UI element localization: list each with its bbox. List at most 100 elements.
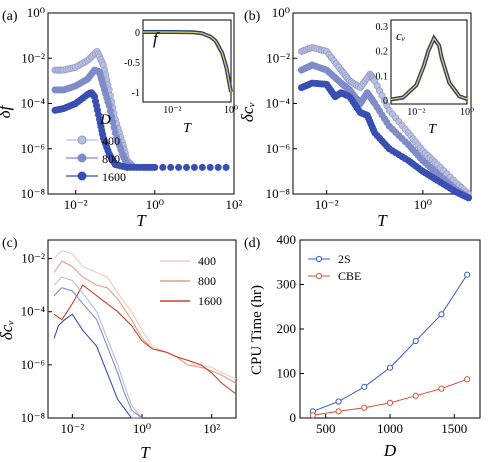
data-point bbox=[309, 412, 316, 419]
panel-b: (b) 10⁻² 10⁰ 10⁻⁸ 10⁻⁶ 10⁻⁴ 10⁻² 10⁰ δcᵥ T 10⁻… bbox=[238, 5, 474, 230]
legend-label: 2S bbox=[338, 252, 351, 266]
series-1600 bbox=[297, 79, 473, 202]
data-point bbox=[438, 385, 445, 392]
y-tick-label: 200 bbox=[277, 321, 297, 336]
data-point bbox=[151, 163, 159, 171]
data-point bbox=[361, 404, 368, 411]
inset-x-tick-label: 10⁰ bbox=[224, 105, 238, 116]
inset-y-tick-label: -0.5 bbox=[124, 58, 140, 69]
series-800 bbox=[51, 66, 137, 171]
legend-label: 800 bbox=[102, 152, 120, 166]
legend-marker bbox=[77, 171, 87, 181]
legend-label: 1600 bbox=[102, 170, 126, 184]
data-point bbox=[183, 163, 191, 171]
y-tick-label: 10⁻⁶ bbox=[266, 141, 290, 156]
panel-a-inset-xlabel: T bbox=[183, 121, 192, 136]
x-tick-label: 10⁻² bbox=[60, 421, 84, 436]
panel-b-inset-label: cᵥ bbox=[396, 28, 406, 43]
series-line-400 bbox=[53, 249, 237, 380]
data-point bbox=[159, 163, 167, 171]
inset-y-tick-label: 0.1 bbox=[376, 71, 389, 82]
panel-a: (a) 10⁻² 10⁰ 10² 10⁻⁸ 10⁻⁶ 10⁻⁴ 10⁻² 10⁰ δf T 1… bbox=[0, 5, 243, 230]
y-tick-label: 10⁻⁸ bbox=[266, 186, 291, 201]
data-point bbox=[412, 392, 419, 399]
data-point bbox=[386, 364, 394, 371]
x-tick-label: 10⁻² bbox=[64, 197, 88, 212]
y-tick-label: 10⁻² bbox=[266, 50, 290, 65]
panel-c-ylabel: δcᵥ bbox=[0, 320, 16, 340]
data-point bbox=[386, 399, 394, 406]
y-tick-label: 10⁰ bbox=[272, 5, 290, 20]
data-point bbox=[167, 163, 175, 171]
inset-curve bbox=[390, 37, 468, 101]
inset-y-tick-label: -1 bbox=[132, 88, 140, 99]
data-point bbox=[361, 383, 368, 390]
blue-series-line bbox=[53, 276, 143, 419]
data-point bbox=[438, 311, 445, 318]
panel-b-label: (b) bbox=[244, 9, 261, 24]
data-point bbox=[465, 194, 473, 202]
series-400 bbox=[297, 43, 473, 198]
legend-label: 400 bbox=[198, 254, 216, 268]
y-tick-label: 10⁻⁴ bbox=[21, 96, 46, 111]
panel-c-label: (c) bbox=[2, 236, 18, 251]
x-tick-label: 1500 bbox=[441, 421, 467, 436]
panel-a-xlabel: T bbox=[136, 211, 147, 230]
x-tick-label: 500 bbox=[316, 421, 336, 436]
inset-y-tick-label: 0 bbox=[135, 28, 140, 39]
y-tick-label: 100 bbox=[277, 366, 297, 381]
data-point bbox=[335, 408, 342, 415]
y-tick-label: 0 bbox=[290, 410, 297, 425]
data-point bbox=[464, 376, 471, 383]
blue-series-line bbox=[53, 287, 143, 419]
data-point bbox=[198, 163, 206, 171]
inset-curve bbox=[143, 31, 232, 93]
panel-d-xlabel: D bbox=[383, 441, 397, 460]
panel-a-label: (a) bbox=[2, 9, 18, 24]
legend-label: CBE bbox=[338, 269, 361, 283]
inset-y-tick-label: 0 bbox=[383, 96, 388, 107]
data-point bbox=[464, 271, 471, 278]
panel-b-ylabel: δcᵥ bbox=[238, 102, 257, 122]
x-tick-label: 10² bbox=[226, 197, 243, 212]
inset-x-tick-label: 10⁰ bbox=[460, 107, 474, 118]
y-tick-label: 10⁻² bbox=[21, 251, 45, 266]
series-1600 bbox=[51, 89, 230, 171]
y-tick-label: 10⁻⁴ bbox=[21, 304, 46, 319]
legend-marker bbox=[315, 272, 323, 280]
data-point bbox=[214, 163, 222, 171]
inset-y-tick-label: 0.2 bbox=[376, 47, 389, 58]
series-line-2S bbox=[312, 274, 468, 412]
data-point bbox=[190, 163, 198, 171]
panel-d-ylabel: CPU Time (hr) bbox=[249, 285, 265, 375]
legend-label: 400 bbox=[102, 134, 120, 148]
inset-x-tick-label: 10⁻² bbox=[163, 105, 181, 116]
data-point bbox=[175, 163, 183, 171]
panel-c-xlabel: T bbox=[140, 443, 151, 462]
x-tick-label: 10² bbox=[203, 421, 220, 436]
panel-b-inset-xlabel: T bbox=[428, 122, 437, 137]
panel-c: (c) 10⁻² 10⁰ 10² 10⁻⁸ 10⁻⁶ 10⁻⁴ 10⁻² δcᵥ T 400… bbox=[0, 236, 237, 462]
y-tick-label: 10⁻⁸ bbox=[21, 410, 46, 425]
series-line-1600 bbox=[53, 284, 237, 395]
legend-label: 1600 bbox=[198, 294, 222, 308]
y-tick-label: 10⁻⁶ bbox=[21, 141, 45, 156]
inset-x-tick-label: 10⁻² bbox=[407, 107, 425, 118]
y-tick-label: 10⁻⁴ bbox=[266, 96, 291, 111]
panel-d: (d) 500 1000 1500 0 100 200 300 400 CPU Time (h… bbox=[244, 232, 481, 460]
y-tick-label: 300 bbox=[277, 277, 297, 292]
panel-d-label: (d) bbox=[244, 236, 261, 251]
legend-marker bbox=[77, 153, 87, 163]
x-tick-label: 10⁰ bbox=[146, 197, 164, 212]
series-line-800 bbox=[53, 260, 237, 384]
panel-a-legend-title: D bbox=[99, 112, 111, 128]
y-tick-label: 10⁻⁸ bbox=[21, 186, 46, 201]
panel-a-ylabel: δf bbox=[0, 103, 14, 118]
y-tick-label: 400 bbox=[277, 232, 297, 247]
panel-a-inset-label: f bbox=[153, 29, 160, 48]
data-point bbox=[222, 163, 230, 171]
data-point bbox=[206, 163, 214, 171]
inset-y-tick-label: 0.3 bbox=[376, 22, 389, 33]
x-tick-label: 1000 bbox=[377, 421, 403, 436]
